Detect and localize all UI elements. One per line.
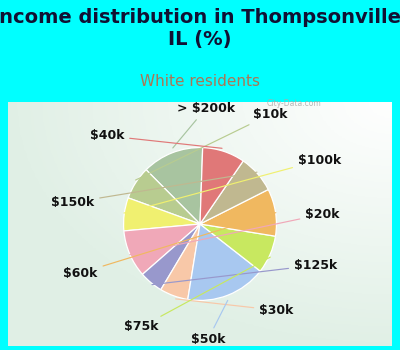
Text: $75k: $75k <box>124 257 270 334</box>
Wedge shape <box>124 224 200 274</box>
Text: $125k: $125k <box>152 259 337 285</box>
Text: $60k: $60k <box>63 213 276 280</box>
Text: $50k: $50k <box>190 300 228 346</box>
Text: $150k: $150k <box>51 172 257 209</box>
Wedge shape <box>188 224 260 300</box>
Text: $40k: $40k <box>90 129 222 148</box>
Wedge shape <box>142 224 200 290</box>
Text: White residents: White residents <box>140 74 260 89</box>
Wedge shape <box>200 224 276 271</box>
Wedge shape <box>124 198 200 231</box>
Wedge shape <box>200 190 276 236</box>
Text: $10k: $10k <box>136 108 288 180</box>
Wedge shape <box>128 170 200 224</box>
Text: > $200k: > $200k <box>173 102 235 148</box>
Text: $100k: $100k <box>124 154 341 213</box>
Text: $30k: $30k <box>176 299 294 317</box>
Text: $20k: $20k <box>130 208 340 255</box>
Text: Income distribution in Thompsonville,
IL (%): Income distribution in Thompsonville, IL… <box>0 8 400 49</box>
Wedge shape <box>200 161 268 224</box>
Wedge shape <box>146 148 203 224</box>
Text: City-Data.com: City-Data.com <box>267 99 321 107</box>
Wedge shape <box>200 148 243 224</box>
Wedge shape <box>161 224 200 300</box>
